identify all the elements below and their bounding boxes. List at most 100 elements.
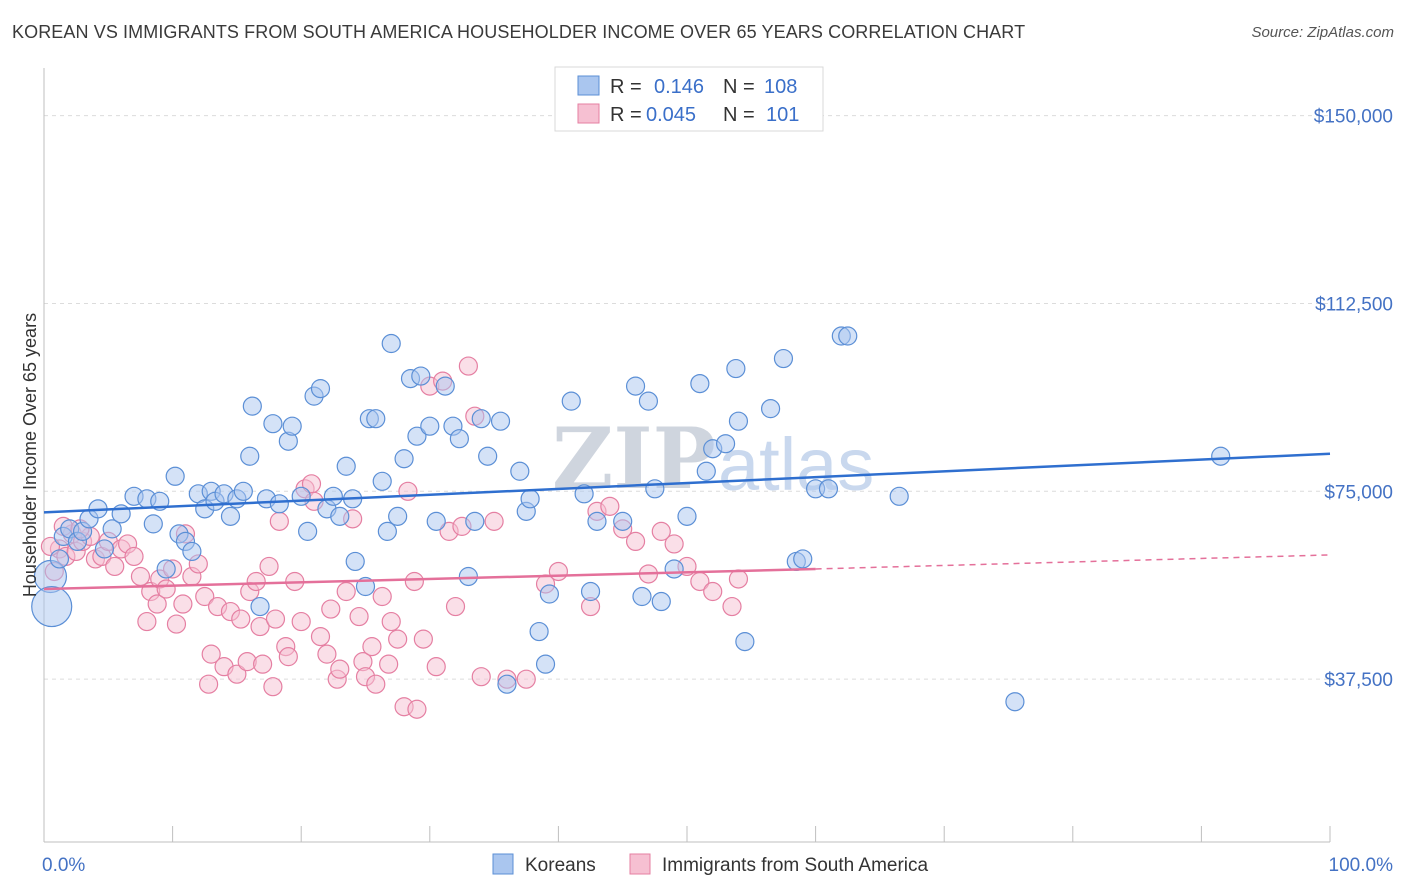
korean-point [381,333,401,354]
korean-point [298,521,318,541]
korean-point [645,479,665,499]
korean-point [638,391,659,411]
immigrant-point [600,496,620,516]
trend-line-immigrants [43,567,816,591]
korean-point [465,511,485,531]
legend-swatch-koreans [492,853,514,875]
trend-lines [43,452,1331,591]
korean-point [233,481,253,501]
korean-point [449,429,469,449]
korean-point [330,506,350,526]
korean-point [388,506,408,526]
immigrant-point [278,647,298,667]
korean-point [220,506,241,526]
immigrant-point [404,571,424,592]
immigrant-point [516,669,536,689]
korean-point [690,374,710,394]
korean-point [497,674,517,694]
korean-point [490,411,511,431]
x-tick-label: 100.0% [1329,855,1394,876]
legend-swatch-koreans [577,75,600,96]
korean-point [407,426,427,446]
korean-point [728,411,749,431]
korean-point [715,434,736,454]
korean-point [632,586,652,607]
korean-point [510,461,530,481]
korean-point [889,486,909,506]
immigrant-point [310,626,331,647]
y-tick-label: $112,500 [1315,294,1393,315]
korean-point [49,549,70,569]
legend-n-value: 101 [766,104,799,126]
immigrant-point [484,511,504,531]
korean-point [377,521,397,541]
korean-point [182,541,202,562]
immigrant-point [259,556,279,577]
immigrant-point [703,581,723,602]
immigrant-point [195,586,215,607]
korean-point [793,549,813,569]
immigrant-point [156,579,176,599]
korean-point [435,376,455,396]
immigrant-point [321,599,341,619]
korean-point [677,506,697,526]
legend-r-label: R = [610,104,642,126]
immigrant-point [246,571,266,592]
immigrant-point [253,654,273,674]
korean-point [587,511,607,531]
korean-point [574,484,594,504]
korean-point [102,519,122,539]
korean-point [291,486,311,506]
immigrant-point [379,654,399,674]
korean-point [529,621,549,642]
y-tick-label: $75,000 [1324,482,1393,503]
immigrant-point [362,637,382,657]
legend-label-koreans: Koreans [525,855,596,876]
korean-point [773,348,794,369]
immigrant-point [728,569,749,589]
immigrant-point [124,546,144,567]
legend-n-label: N = [723,76,755,98]
korean-point [1211,446,1231,466]
korean-point [372,471,392,491]
korean-point [1005,692,1025,712]
korean-point [838,326,858,346]
korean-point [651,591,671,612]
immigrant-point [336,581,356,602]
immigrant-point [291,611,311,632]
watermark-atlas: atlas [718,423,874,506]
immigrant-point [201,644,221,664]
chart-title: KOREAN VS IMMIGRANTS FROM SOUTH AMERICA … [12,22,1026,42]
immigrant-point [330,659,350,679]
immigrant-point [166,614,187,634]
immigrant-point [366,674,386,694]
korean-point [818,479,839,499]
korean-point [282,416,302,436]
legend-n-label: N = [723,104,755,126]
legend-swatch-immigrants [577,103,600,124]
y-tick-labels: $37,500 $75,000 $112,500 $150,000 [1314,107,1393,692]
immigrant-point [147,594,167,614]
legend-swatch-immigrants [629,853,651,875]
korean-point [269,494,289,514]
korean-point [726,358,746,379]
legend-r-value: 0.146 [654,76,704,98]
korean-point [310,379,331,399]
korean-point [143,514,163,534]
immigrant-point [173,594,193,614]
korean-point [165,466,185,486]
immigrant-point [317,644,337,664]
immigrant-point [231,609,251,629]
korean-point [394,449,414,469]
korean-point [625,376,646,396]
immigrant-point [664,534,684,554]
korean-point [561,391,581,411]
korean-point [426,511,446,531]
korean-point [345,551,365,572]
immigrant-point [722,596,742,617]
legend-n-value: 108 [764,76,797,98]
immigrant-point [398,481,418,501]
korean-point [664,559,684,579]
immigrant-point [349,606,369,627]
